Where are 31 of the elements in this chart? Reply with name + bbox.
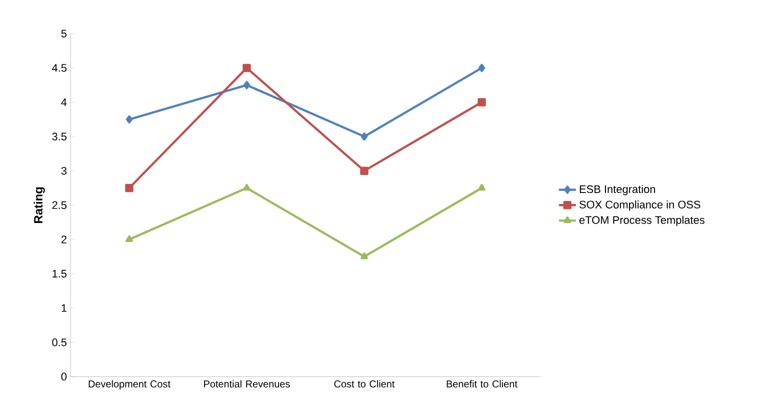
point bbox=[478, 64, 486, 72]
y-tick-label: 0 bbox=[61, 372, 67, 381]
y-tick-label: 2.5 bbox=[52, 201, 67, 210]
point bbox=[360, 166, 368, 175]
point bbox=[243, 80, 250, 90]
y-tick-label: 5 bbox=[61, 30, 67, 38]
point bbox=[360, 252, 368, 260]
y-axis-title: Rating bbox=[34, 187, 45, 223]
point bbox=[243, 184, 250, 191]
x-tick-label: Development Cost bbox=[88, 380, 170, 390]
x-tick-label: Cost to Client bbox=[334, 380, 395, 388]
y-tick-label: 3 bbox=[61, 166, 66, 175]
legend-label: SOX Compliance in OSS bbox=[579, 200, 700, 211]
y-tick-label: 4 bbox=[61, 98, 67, 106]
x-tick-label: Potential Revenues bbox=[204, 380, 290, 388]
y-tick-label: 3.5 bbox=[52, 132, 67, 140]
point bbox=[360, 132, 368, 141]
point bbox=[478, 184, 486, 191]
point bbox=[125, 184, 134, 192]
point bbox=[478, 98, 486, 106]
legend-label: ESB Integration bbox=[580, 185, 656, 196]
legend-label: eTOM Process Templates bbox=[579, 216, 704, 226]
point bbox=[126, 115, 133, 124]
point bbox=[126, 235, 133, 242]
y-tick-label: 4.5 bbox=[52, 64, 67, 72]
y-tick-label: 1.5 bbox=[52, 270, 67, 278]
point bbox=[242, 64, 251, 72]
y-tick-label: 2 bbox=[61, 236, 66, 244]
x-tick-label: Benefit to Client bbox=[446, 380, 518, 388]
y-tick-label: 0.5 bbox=[52, 338, 67, 346]
y-tick-label: 1 bbox=[62, 304, 66, 312]
